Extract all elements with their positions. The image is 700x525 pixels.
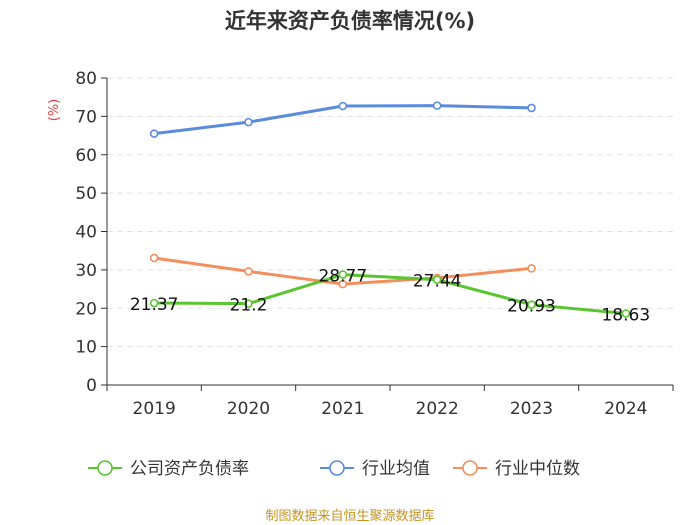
data-point	[527, 264, 536, 273]
data-point	[432, 101, 442, 110]
data-point	[244, 299, 253, 308]
data-point	[432, 275, 442, 284]
series	[149, 101, 631, 318]
data-point	[149, 253, 159, 263]
legend-label: 行业均值	[362, 459, 430, 479]
x-tick-label: 2020	[227, 399, 270, 419]
x-tick-label: 2019	[133, 399, 176, 419]
y-tick-label: 10	[75, 338, 97, 358]
data-labels: 21.37 21.2 28.77 27.44 20.93 18.63	[130, 267, 650, 326]
data-point	[527, 300, 536, 309]
source-note: 制图数据来自恒生聚源数据库	[265, 508, 434, 524]
data-label: 28.77	[318, 267, 367, 287]
y-tick-label: 80	[75, 69, 97, 89]
grid	[107, 77, 673, 348]
legend: 公司资产负债率 行业均值 行业中位数	[88, 459, 580, 479]
x-tick-label: 2023	[510, 399, 553, 419]
data-point	[621, 309, 631, 318]
series-company	[149, 270, 631, 318]
data-point	[338, 279, 348, 289]
data-point	[338, 101, 348, 111]
legend-marker	[329, 460, 345, 476]
legend-item: 行业均值	[320, 459, 430, 479]
axes: 0 10 20 30 40 50 60 70 80 2019 2020 2021 2022 2023 202…	[75, 69, 674, 419]
legend-label: 行业中位数	[495, 459, 580, 479]
x-tick-label: 2024	[604, 399, 647, 419]
data-label: 27.44	[413, 272, 462, 292]
data-label: 21.2	[230, 296, 268, 316]
legend-item: 公司资产负债率	[88, 459, 249, 479]
chart-title: 近年来资产负债率情况(%)	[225, 9, 475, 33]
data-label: 18.63	[601, 306, 650, 326]
y-tick-label: 50	[75, 184, 97, 204]
data-point	[149, 129, 159, 138]
y-tick-label: 20	[75, 299, 97, 319]
y-axis-label: (%)	[47, 99, 62, 122]
series-line	[154, 273, 626, 316]
y-tick-label: 40	[75, 223, 97, 243]
y-tick-label: 60	[75, 146, 97, 166]
data-label: 20.93	[507, 297, 556, 317]
data-point	[527, 103, 536, 113]
series-industry-mean	[149, 101, 536, 138]
legend-marker	[97, 460, 113, 476]
y-tick-label: 70	[75, 107, 97, 127]
data-label: 21.37	[130, 295, 179, 315]
legend-marker	[462, 460, 478, 476]
data-point	[149, 298, 159, 308]
data-point	[244, 267, 253, 276]
data-point	[244, 117, 253, 127]
legend-label: 公司资产负债率	[130, 459, 249, 479]
x-tick-label: 2022	[416, 399, 459, 419]
legend-item: 行业中位数	[453, 459, 580, 479]
y-tick-label: 0	[86, 376, 97, 396]
y-tick-label: 30	[75, 261, 97, 281]
x-tick-label: 2021	[321, 399, 364, 419]
data-point	[338, 270, 348, 279]
